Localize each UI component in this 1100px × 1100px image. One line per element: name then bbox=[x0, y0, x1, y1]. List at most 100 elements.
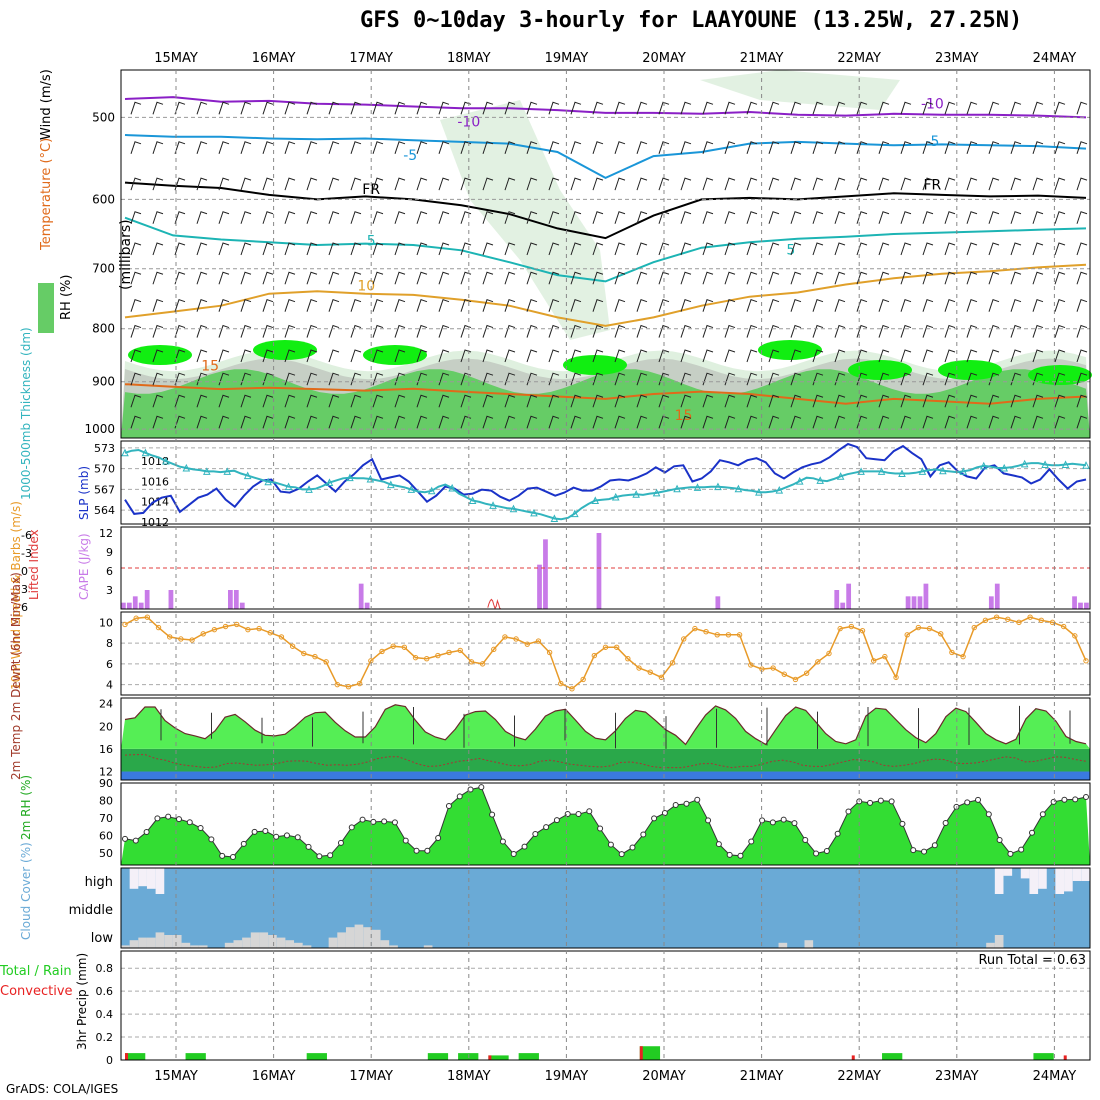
cape-bar bbox=[168, 590, 174, 609]
rh2m-point bbox=[823, 848, 830, 855]
wind-barb bbox=[724, 415, 736, 429]
wind-barb bbox=[636, 271, 648, 285]
wind-speed-point bbox=[379, 648, 385, 655]
wind-barb bbox=[922, 101, 934, 115]
cloud-low-bar bbox=[994, 935, 1004, 948]
wind-barb bbox=[922, 242, 934, 256]
wind-barb bbox=[482, 299, 494, 312]
wind-barb bbox=[394, 211, 406, 224]
wind-barb bbox=[1054, 299, 1066, 312]
wind-barb bbox=[1010, 349, 1022, 363]
date-label-bottom-23MAY: 23MAY bbox=[935, 1069, 979, 1084]
wind-barb bbox=[218, 394, 230, 408]
wind-barb bbox=[570, 349, 582, 363]
wind-barb bbox=[1054, 242, 1066, 256]
wind-speed-point bbox=[278, 634, 285, 640]
date-label-bottom-17MAY: 17MAY bbox=[349, 1069, 393, 1084]
wind-barb bbox=[394, 141, 406, 154]
pressure-tick-600: 600 bbox=[92, 192, 115, 206]
isotherm-label-7: 5 bbox=[786, 242, 795, 258]
rh2m-point bbox=[175, 816, 182, 823]
slp-line bbox=[124, 442, 1087, 515]
wind-barb bbox=[1054, 324, 1066, 338]
cape-bar bbox=[846, 583, 852, 609]
thickness-marker bbox=[1082, 461, 1090, 469]
rh2m-tick-50: 50 bbox=[99, 847, 113, 860]
wind-barb bbox=[1076, 271, 1088, 285]
wind-barb bbox=[570, 394, 582, 408]
wind-barb bbox=[900, 211, 912, 224]
wind-barb bbox=[196, 177, 208, 191]
wind-speed-point bbox=[122, 621, 128, 628]
wind-barb bbox=[196, 349, 208, 363]
rh2m-point bbox=[305, 843, 312, 850]
precip-tick-0.8: 0.8 bbox=[96, 962, 114, 975]
cloud-low-bar bbox=[155, 932, 165, 948]
wind-barb bbox=[944, 372, 956, 386]
date-label-top-23MAY: 23MAY bbox=[935, 51, 979, 66]
wind-barb bbox=[658, 101, 670, 115]
isotherm-label-10: 15 bbox=[675, 408, 693, 424]
wind-barb bbox=[680, 372, 692, 386]
thickness-marker bbox=[202, 467, 211, 475]
wind-speed-point bbox=[479, 661, 486, 667]
date-label-top-24MAY: 24MAY bbox=[1033, 51, 1077, 66]
wind-barb bbox=[680, 242, 692, 256]
wind-barb bbox=[438, 415, 450, 429]
chart-title: GFS 0~10day 3-hourly for LAAYOUNE (13.25… bbox=[360, 8, 1023, 33]
wind-barb bbox=[438, 177, 450, 191]
cloud-high-bar bbox=[1055, 868, 1065, 894]
wind-barb bbox=[658, 177, 670, 191]
wind-barb bbox=[658, 372, 670, 386]
rh-cell-5 bbox=[848, 360, 912, 380]
wind-barb bbox=[130, 324, 142, 338]
rh2m-point bbox=[240, 840, 247, 847]
li-tick-0: -6 bbox=[21, 529, 32, 542]
wind-barb bbox=[174, 242, 186, 256]
wind-barb bbox=[196, 372, 208, 386]
wind-barb bbox=[592, 242, 604, 256]
wind-barb bbox=[746, 372, 758, 386]
wind-barb bbox=[1010, 299, 1022, 312]
wind-barb bbox=[790, 372, 802, 386]
wind-barb bbox=[966, 177, 978, 191]
wind-barb bbox=[636, 415, 648, 429]
rh2m-point bbox=[813, 850, 820, 857]
wind-barb bbox=[878, 299, 890, 312]
wind-barb bbox=[460, 242, 472, 256]
wind-barb bbox=[592, 141, 604, 154]
wind-barb bbox=[240, 211, 252, 224]
cloud-high-bar bbox=[994, 868, 1004, 894]
wind-speed-point bbox=[803, 670, 810, 676]
cloud-high-bar bbox=[1081, 868, 1090, 881]
wind-speed-point bbox=[1072, 633, 1078, 639]
wind-barb bbox=[152, 141, 164, 154]
wind-barb bbox=[768, 141, 780, 154]
rh2m-point bbox=[597, 825, 604, 832]
wind-barb bbox=[1054, 394, 1066, 408]
wind-barb bbox=[1054, 141, 1066, 154]
wind-barb bbox=[768, 372, 780, 386]
wind-barb bbox=[702, 372, 714, 386]
wind-barb bbox=[174, 177, 186, 191]
cloud-low-bar bbox=[181, 942, 191, 948]
wind-speed-point bbox=[613, 644, 620, 650]
pressure-tick-500: 500 bbox=[92, 110, 115, 124]
thickness-marker bbox=[284, 482, 293, 491]
wind-barb bbox=[240, 101, 252, 115]
cloud-level-low: low bbox=[91, 931, 114, 946]
wind-barb bbox=[790, 242, 802, 256]
wind-barb bbox=[790, 177, 802, 191]
thickness-marker bbox=[346, 473, 354, 482]
rh2m-point bbox=[1050, 798, 1057, 805]
wind-speed-point bbox=[815, 659, 821, 665]
cloud-low-bar bbox=[138, 937, 147, 948]
wind-barb bbox=[570, 271, 582, 285]
wind-barb bbox=[548, 211, 560, 224]
wind-barb bbox=[350, 372, 362, 386]
wind-barb bbox=[1032, 394, 1044, 408]
isotherm-15 bbox=[124, 383, 1087, 405]
wind-barb bbox=[328, 299, 340, 312]
date-label-bottom-15MAY: 15MAY bbox=[154, 1069, 198, 1084]
wind-barb bbox=[504, 299, 516, 312]
